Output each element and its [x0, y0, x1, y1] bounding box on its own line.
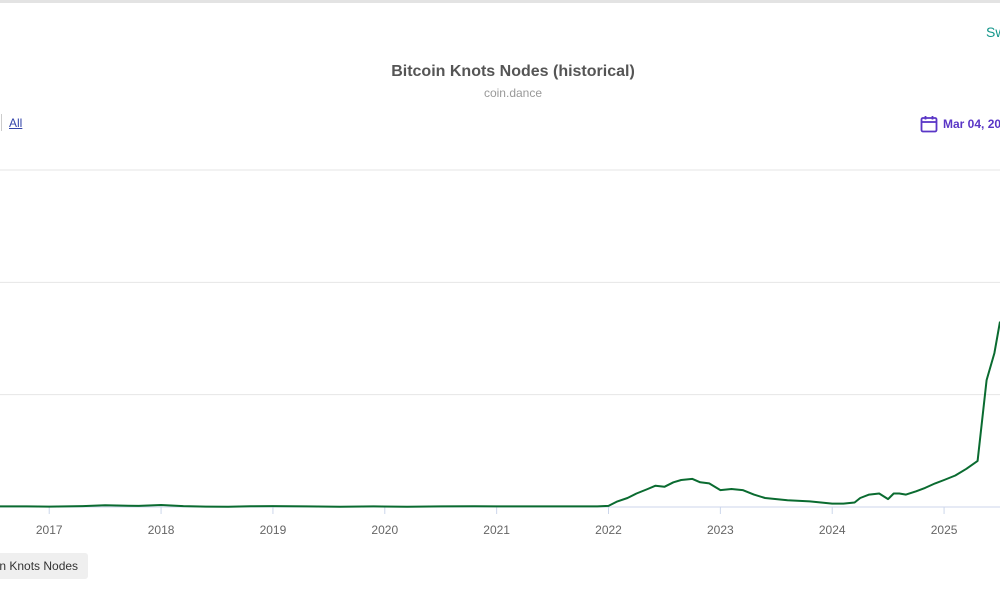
x-tick-label-2017: 2017	[36, 523, 63, 537]
date-range-picker[interactable]: Mar 04, 20	[920, 115, 1000, 133]
x-tick-label-2025: 2025	[931, 523, 958, 537]
chart-title: Bitcoin Knots Nodes (historical)	[391, 63, 635, 80]
legend-label: oin Knots Nodes	[0, 559, 79, 573]
x-tick-label-2019: 2019	[260, 523, 287, 537]
range-selector-divider	[1, 114, 2, 131]
x-tick-label-2022: 2022	[595, 523, 622, 537]
x-tick-label-2020: 2020	[371, 523, 398, 537]
top-border	[0, 0, 1000, 3]
switch-link[interactable]: Sw	[986, 24, 1000, 40]
x-tick-label-2018: 2018	[148, 523, 175, 537]
x-tick-label-2024: 2024	[819, 523, 846, 537]
range-all-button[interactable]: All	[9, 116, 23, 130]
date-range-value: Mar 04, 20	[943, 117, 1000, 131]
x-tick-label-2023: 2023	[707, 523, 734, 537]
legend-item[interactable]: oin Knots Nodes	[0, 553, 89, 579]
calendar-icon	[920, 116, 938, 133]
series-line-bitcoin-knots-nodes	[0, 321, 1000, 508]
x-tick-label-2021: 2021	[483, 523, 510, 537]
chart-subtitle: coin.dance	[483, 86, 543, 100]
